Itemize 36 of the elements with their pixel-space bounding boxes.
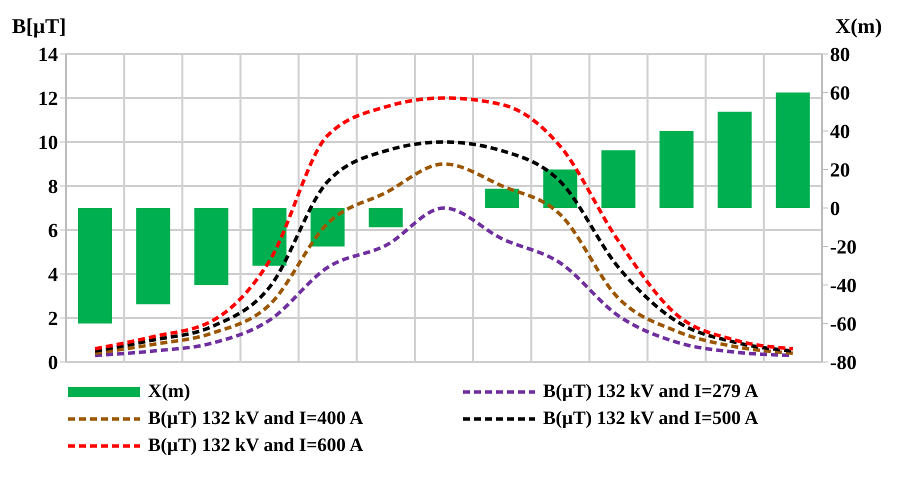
y2-tick-label: -40 bbox=[830, 275, 857, 298]
bar bbox=[252, 208, 286, 266]
y2-tick-label: 20 bbox=[830, 160, 850, 182]
y-tick-label: 6 bbox=[48, 220, 58, 242]
legend-label: X(m) bbox=[148, 380, 190, 402]
y-tick-label: 4 bbox=[48, 264, 58, 286]
y2-tick-label: 0 bbox=[830, 198, 840, 220]
bar bbox=[660, 131, 694, 208]
bar bbox=[368, 208, 403, 228]
bar bbox=[310, 208, 345, 246]
legend-label: B(µT) 132 kV and I=279 A bbox=[543, 380, 758, 402]
legend-label: B(µT) 132 kV and I=400 A bbox=[148, 408, 364, 430]
y-tick-label: 2 bbox=[48, 308, 58, 330]
bar bbox=[78, 208, 112, 324]
y2-tick-label: 60 bbox=[830, 82, 850, 105]
y2-tick-label: 40 bbox=[830, 121, 850, 144]
legend-label: B(µT) 132 kV and I=500 A bbox=[543, 408, 758, 430]
bar bbox=[718, 112, 752, 208]
y-tick-label: 12 bbox=[38, 88, 58, 110]
y-tick-label: 0 bbox=[48, 352, 58, 374]
line-series bbox=[93, 96, 795, 351]
bar bbox=[601, 150, 636, 208]
y2-tick-label: -20 bbox=[830, 236, 857, 259]
bar bbox=[776, 92, 810, 208]
y2-axis-title: X(m) bbox=[835, 14, 882, 39]
y-tick-label: 8 bbox=[48, 176, 58, 198]
y2-tick-label: -60 bbox=[830, 314, 857, 336]
y2-tick-label: -80 bbox=[830, 352, 857, 374]
y-tick-label: 14 bbox=[38, 44, 58, 66]
legend-label: B(µT) 132 kV and I=600 A bbox=[148, 434, 364, 456]
bar bbox=[136, 208, 170, 304]
y2-tick-label: 80 bbox=[830, 44, 850, 66]
bar bbox=[485, 188, 520, 208]
y-tick-label: 10 bbox=[38, 132, 58, 154]
y-axis-title: B[µT] bbox=[12, 14, 66, 39]
bar bbox=[194, 208, 228, 285]
